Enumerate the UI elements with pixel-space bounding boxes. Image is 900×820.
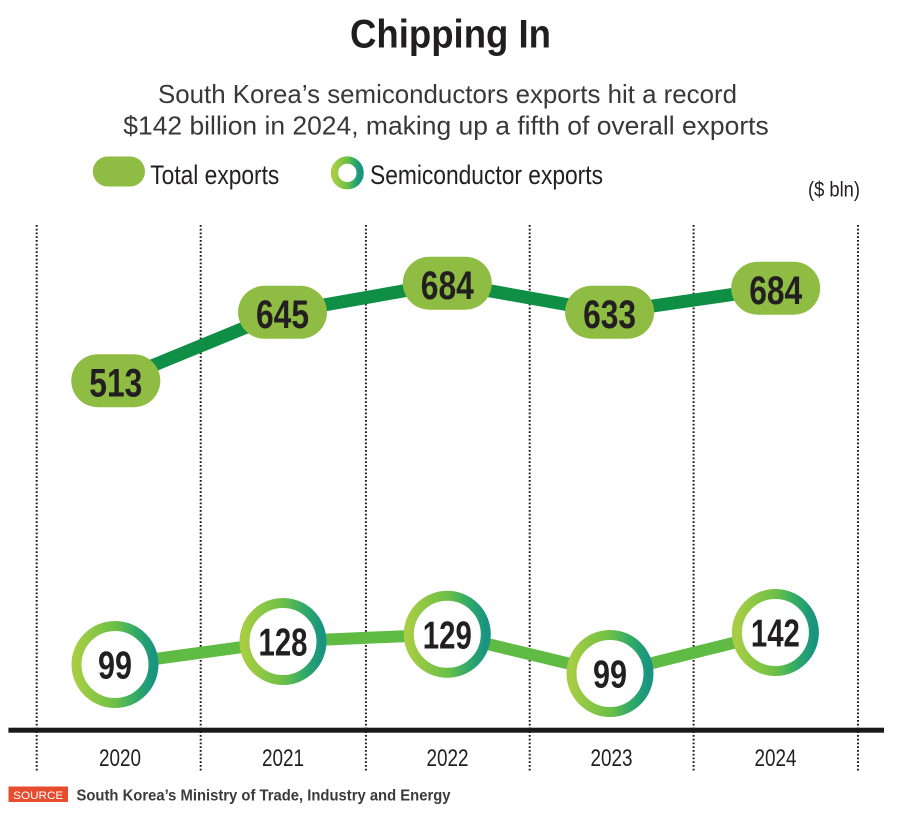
- svg-text:142: 142: [751, 613, 800, 656]
- svg-text:2022: 2022: [427, 745, 469, 772]
- svg-text:2021: 2021: [262, 745, 304, 772]
- svg-text:SOURCE: SOURCE: [13, 790, 63, 802]
- svg-text:Total exports: Total exports: [150, 160, 279, 190]
- svg-text:South Korea’s Ministry of Trad: South Korea’s Ministry of Trade, Industr…: [77, 788, 451, 805]
- svg-text:684: 684: [421, 264, 475, 308]
- svg-text:633: 633: [583, 293, 636, 337]
- svg-text:2023: 2023: [591, 745, 633, 772]
- svg-text:99: 99: [98, 645, 132, 688]
- svg-text:South Korea’s semiconductors e: South Korea’s semiconductors exports hit…: [158, 79, 737, 109]
- svg-text:513: 513: [89, 361, 142, 405]
- svg-text:Semiconductor exports: Semiconductor exports: [370, 160, 603, 190]
- svg-text:684: 684: [749, 269, 803, 313]
- svg-text:$142 billion in 2024, making u: $142 billion in 2024, making up a fifth …: [123, 110, 768, 140]
- svg-text:Chipping In: Chipping In: [350, 13, 551, 57]
- svg-text:128: 128: [259, 622, 308, 665]
- svg-text:99: 99: [593, 654, 627, 697]
- svg-text:($ bln): ($ bln): [808, 179, 860, 202]
- svg-text:2020: 2020: [99, 745, 141, 772]
- svg-text:2024: 2024: [755, 745, 797, 772]
- svg-text:645: 645: [256, 293, 309, 337]
- svg-text:129: 129: [423, 614, 472, 657]
